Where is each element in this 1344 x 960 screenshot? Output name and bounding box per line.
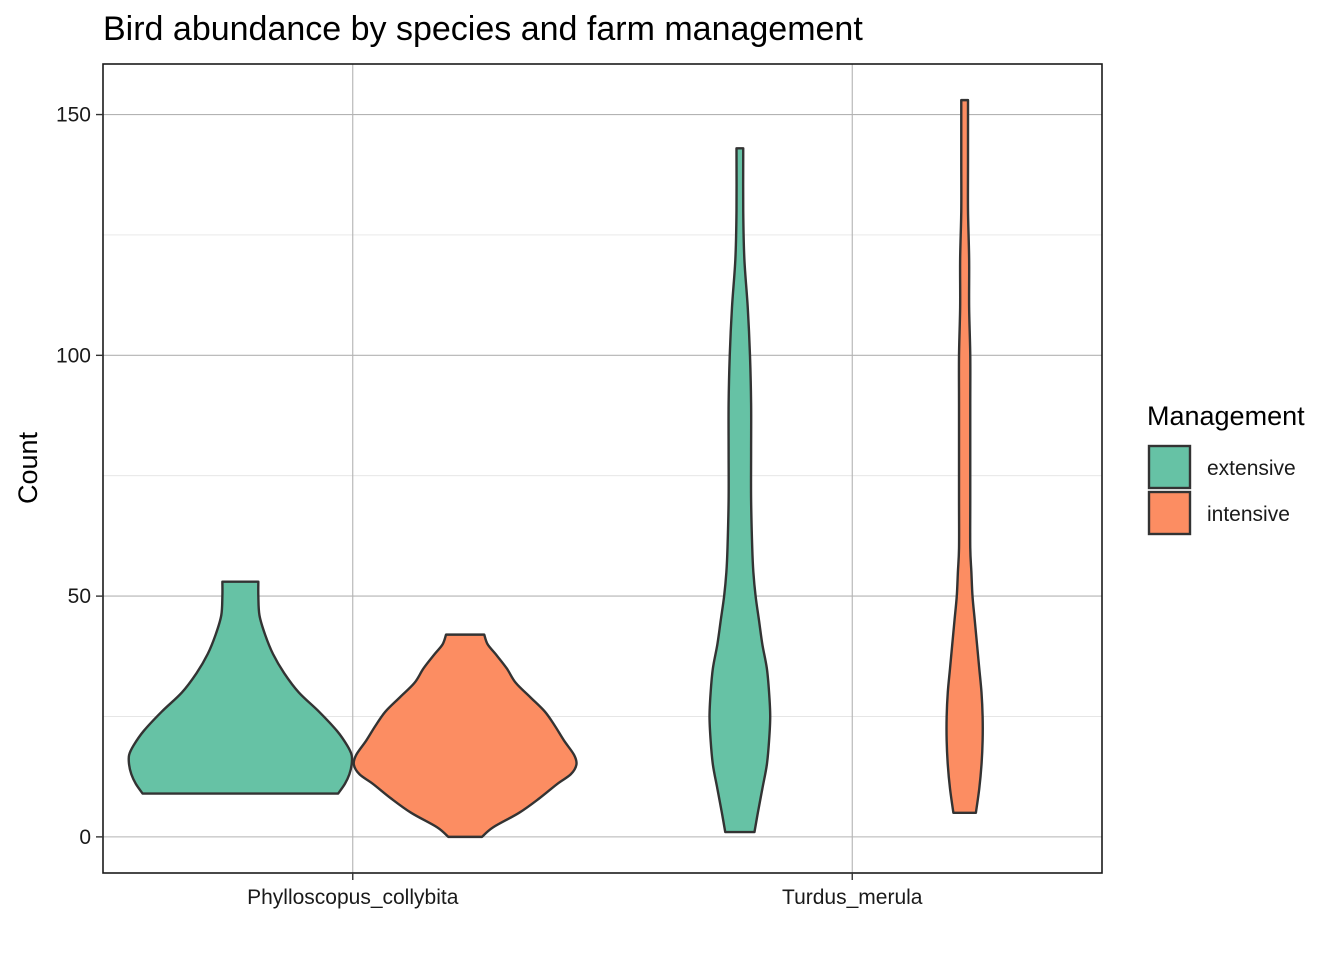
- y-tick-label: 50: [68, 585, 91, 608]
- y-tick-label: 0: [79, 826, 91, 849]
- legend-key-intensive: [1147, 490, 1192, 536]
- y-axis: 0 50 100 150: [56, 104, 103, 849]
- y-tick-label: 150: [56, 104, 91, 127]
- x-axis: Phylloscopus_collybita Turdus_merula: [247, 873, 923, 909]
- legend-key-extensive: [1147, 444, 1192, 490]
- violin-intensive-Turdus_merula: [945, 98, 984, 815]
- violin-extensive-Turdus_merula: [708, 147, 772, 834]
- plot-panel: [102, 63, 1103, 874]
- legend-label-intensive: intensive: [1207, 503, 1290, 526]
- legend-label-extensive: extensive: [1207, 457, 1296, 480]
- y-tick-label: 100: [56, 344, 91, 367]
- x-tick-label: Turdus_merula: [782, 886, 923, 909]
- violin-extensive-Phylloscopus_collybita: [127, 580, 354, 795]
- chart-title: Bird abundance by species and farm manag…: [103, 10, 863, 48]
- legend: Management extensive intensive: [1147, 401, 1305, 536]
- violin-intensive-Phylloscopus_collybita: [352, 633, 578, 839]
- x-tick-label: Phylloscopus_collybita: [247, 886, 459, 909]
- y-axis-title: Count: [13, 431, 43, 504]
- legend-title: Management: [1147, 401, 1305, 431]
- gridlines: [103, 64, 1102, 873]
- panel-border: [102, 63, 1103, 874]
- violins: [127, 98, 984, 839]
